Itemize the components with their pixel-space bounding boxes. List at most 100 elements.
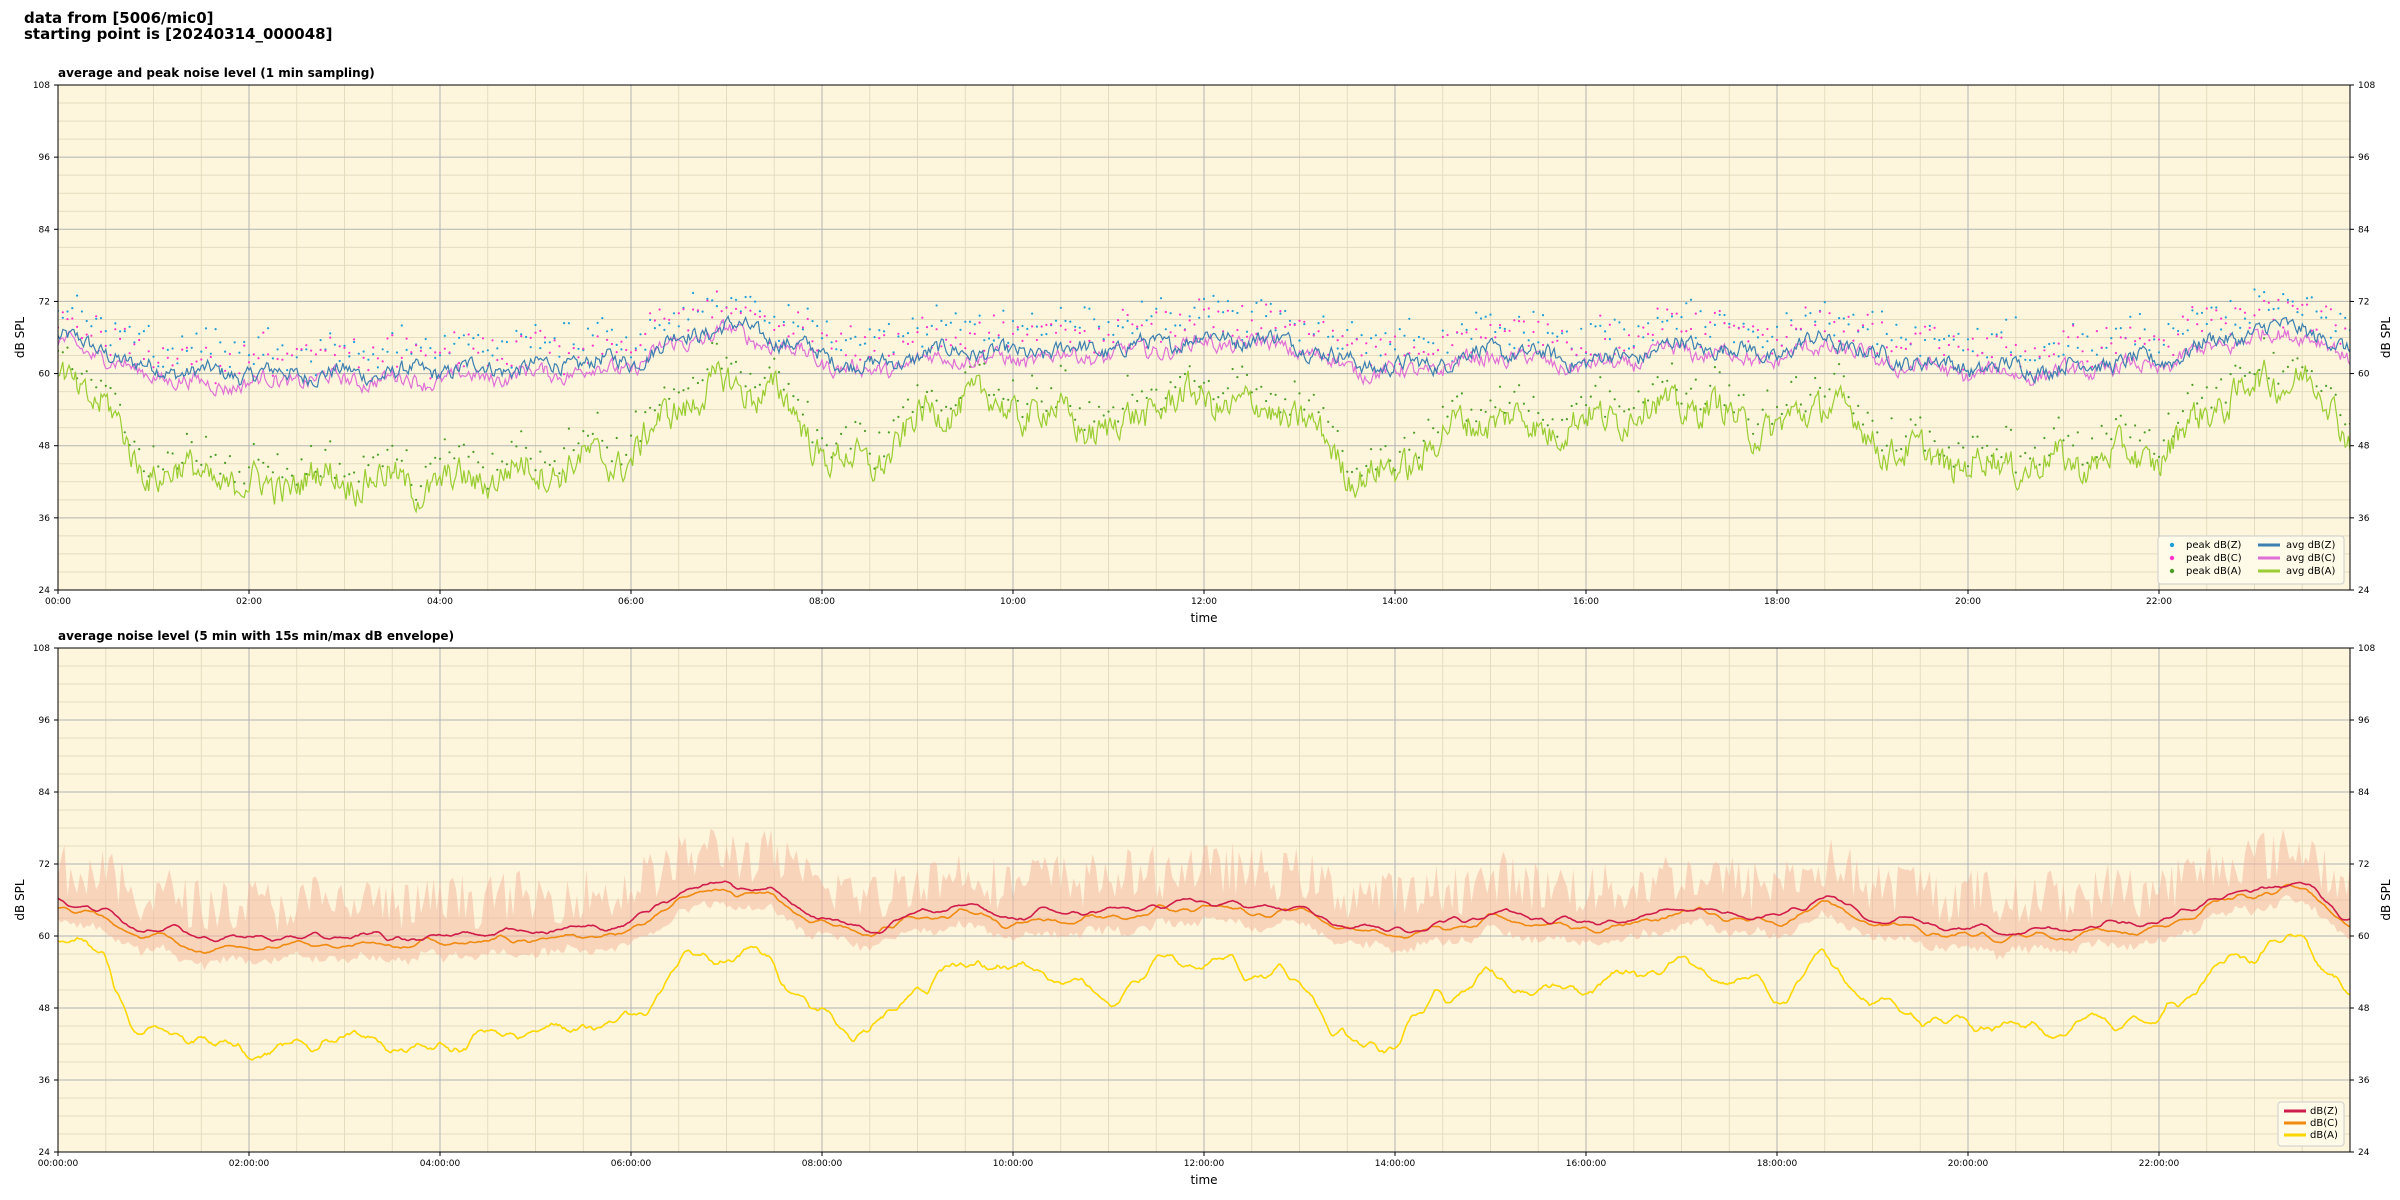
peak-point <box>99 379 103 382</box>
peak-point <box>1245 330 1249 333</box>
peak-point <box>644 332 647 336</box>
peak-point <box>1498 326 1502 329</box>
peak-point <box>453 331 456 334</box>
peak-point <box>2067 344 2070 348</box>
peak-point <box>1088 307 1091 310</box>
peak-point <box>286 369 289 372</box>
y-tick-label: 96 <box>39 153 51 163</box>
peak-point <box>1852 412 1855 415</box>
peak-point <box>1685 302 1688 305</box>
avg-line-c <box>58 318 2350 397</box>
peak-point <box>267 465 270 468</box>
peak-point <box>204 435 208 438</box>
peak-point <box>1226 387 1229 390</box>
peak-point <box>2263 299 2266 302</box>
peak-point <box>1398 328 1401 331</box>
y-tick-label: 24 <box>39 1148 51 1158</box>
peak-point <box>1475 311 1478 314</box>
peak-point <box>558 345 561 348</box>
peak-point <box>663 386 666 389</box>
peak-point <box>892 419 895 422</box>
peak-point <box>2181 315 2184 318</box>
legend-label: avg dB(A) <box>2286 566 2336 577</box>
peak-point <box>2334 330 2337 333</box>
peak-point <box>1456 395 1459 398</box>
peak-point <box>1331 425 1334 428</box>
legend: peak dB(Z) avg dB(Z) peak dB(C) avg dB(C) pe… <box>2157 535 2345 585</box>
peak-point <box>1236 376 1239 379</box>
peak-point <box>992 339 996 342</box>
peak-point <box>209 455 212 458</box>
legend-label: avg dB(Z) <box>2286 540 2336 551</box>
peak-point <box>1928 324 1931 327</box>
peak-point <box>481 350 485 353</box>
peak-point <box>1207 379 1210 383</box>
peak-point <box>730 297 733 300</box>
peak-point <box>773 357 776 360</box>
peak-point <box>835 348 838 351</box>
panel-title: average noise level (5 min with 15s min/… <box>58 629 454 643</box>
peak-point <box>434 351 437 354</box>
peak-point <box>658 403 661 407</box>
peak-point <box>1131 332 1134 335</box>
peak-point <box>1928 430 1931 433</box>
peak-point <box>887 354 891 357</box>
peak-point <box>892 351 895 354</box>
peak-point <box>2157 351 2161 354</box>
peak-point <box>2296 311 2299 314</box>
peak-point <box>696 381 700 385</box>
peak-point <box>181 335 184 338</box>
peak-point <box>1136 325 1139 328</box>
peak-point <box>2301 303 2304 306</box>
peak-point <box>1981 446 1984 449</box>
peak-point <box>1919 354 1922 357</box>
peak-point <box>1069 340 1072 343</box>
peak-point <box>1747 340 1750 343</box>
peak-point <box>1231 334 1234 337</box>
peak-point <box>1021 339 1024 342</box>
peak-point <box>472 347 475 350</box>
peak-point <box>1427 353 1430 356</box>
peak-point <box>2272 307 2275 311</box>
peak-point <box>1962 349 1965 352</box>
peak-point <box>66 318 69 321</box>
peak-point <box>123 327 126 330</box>
peak-point <box>754 313 757 316</box>
peak-point <box>715 305 719 308</box>
peak-point <box>481 337 485 340</box>
peak-point <box>1866 313 1869 316</box>
peak-point <box>2086 335 2089 338</box>
peak-point <box>204 327 208 330</box>
peak-point <box>85 333 88 336</box>
peak-point <box>462 443 465 446</box>
peak-point <box>2033 359 2036 362</box>
peak-point <box>520 335 523 338</box>
peak-point <box>677 391 680 394</box>
y-tick-label: 60 <box>39 932 51 942</box>
peak-point <box>200 463 203 466</box>
peak-point <box>692 308 695 311</box>
peak-point <box>840 432 843 435</box>
peak-point <box>271 471 274 474</box>
peak-point <box>310 360 313 363</box>
peak-point <box>2234 364 2237 367</box>
peak-point <box>945 323 948 327</box>
peak-point <box>1546 424 1549 427</box>
peak-point <box>353 471 356 474</box>
peak-point <box>596 321 599 324</box>
x-tick-label: 18:00 <box>1764 597 1790 607</box>
peak-point <box>1589 353 1592 356</box>
peak-point <box>1880 310 1884 313</box>
peak-point <box>906 398 910 401</box>
peak-point <box>1484 410 1487 413</box>
peak-point <box>2029 457 2032 460</box>
peak-point <box>2291 359 2294 362</box>
peak-point <box>496 347 499 350</box>
peak-point <box>415 344 418 347</box>
peak-point <box>119 403 122 406</box>
peak-point <box>534 469 537 472</box>
peak-point <box>806 307 809 310</box>
peak-point <box>2196 312 2199 315</box>
y-tick-label: 24 <box>39 586 51 596</box>
peak-point <box>1756 423 1759 426</box>
